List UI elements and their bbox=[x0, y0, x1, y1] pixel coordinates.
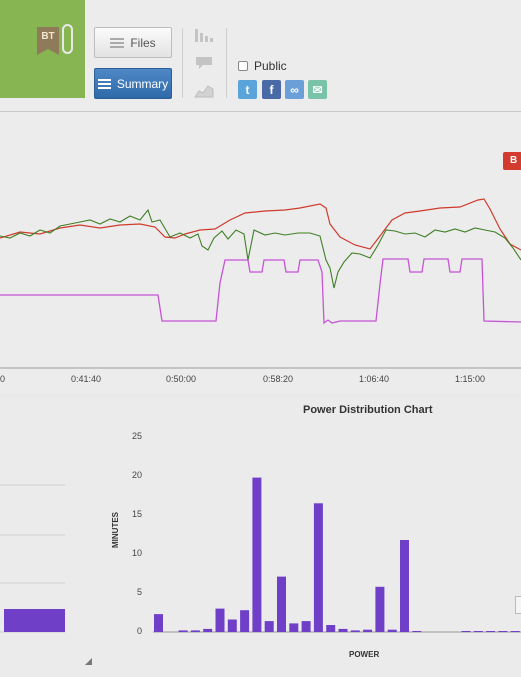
facebook-icon[interactable]: f bbox=[262, 80, 281, 99]
public-toggle[interactable]: Public bbox=[238, 59, 287, 73]
distribution-bar[interactable] bbox=[363, 629, 373, 632]
x-tick: 0:41:40 bbox=[71, 374, 102, 384]
distribution-bar[interactable] bbox=[203, 628, 213, 632]
area-chart-icon[interactable] bbox=[194, 82, 214, 98]
bottom-panel bbox=[0, 396, 521, 677]
marker-tag[interactable]: B bbox=[503, 152, 521, 170]
y-tick: 20 bbox=[131, 470, 142, 480]
summary-button[interactable]: Summary bbox=[94, 68, 172, 99]
timeline-plot bbox=[0, 198, 521, 369]
public-checkbox[interactable] bbox=[238, 61, 248, 71]
files-label: Files bbox=[130, 35, 156, 50]
distribution-bar[interactable] bbox=[498, 631, 508, 632]
x-tick: 1:15:00 bbox=[455, 374, 486, 384]
y-tick: 25 bbox=[131, 431, 142, 441]
distribution-bar[interactable] bbox=[289, 623, 299, 632]
list-icon bbox=[97, 78, 111, 89]
timeline-chart[interactable] bbox=[0, 112, 521, 394]
toolbar-divider bbox=[226, 28, 227, 98]
distribution-bar[interactable] bbox=[400, 540, 409, 632]
distribution-bar[interactable] bbox=[473, 631, 483, 632]
distribution-bar[interactable] bbox=[387, 629, 397, 632]
paperclip-icon bbox=[62, 24, 73, 54]
distribution-bar[interactable] bbox=[486, 631, 496, 632]
activity-card[interactable]: BT bbox=[0, 0, 85, 98]
summary-label: Summary bbox=[116, 76, 169, 91]
distribution-bar[interactable] bbox=[313, 503, 323, 632]
distribution-chart-title: Power Distribution Chart bbox=[303, 404, 433, 416]
distribution-bar[interactable] bbox=[510, 631, 520, 632]
y-tick: 15 bbox=[131, 509, 142, 519]
distribution-bar[interactable] bbox=[412, 631, 422, 632]
y-tick: 0 bbox=[136, 626, 142, 636]
y-axis-label: MINUTES bbox=[111, 512, 120, 548]
distribution-bar[interactable] bbox=[190, 630, 200, 632]
series-red-line bbox=[0, 198, 521, 251]
comment-icon[interactable] bbox=[194, 55, 214, 71]
files-button[interactable]: Files bbox=[94, 27, 172, 58]
distribution-bar[interactable] bbox=[240, 610, 250, 632]
distribution-bar[interactable] bbox=[154, 614, 163, 632]
x-tick: 0:50:00 bbox=[166, 374, 197, 384]
y-tick: 5 bbox=[136, 587, 142, 597]
distribution-bar[interactable] bbox=[301, 621, 311, 632]
distribution-bar[interactable] bbox=[375, 586, 385, 632]
bottom-charts bbox=[0, 477, 521, 633]
distribution-bar[interactable] bbox=[252, 477, 262, 632]
distribution-bar[interactable] bbox=[227, 619, 237, 633]
distribution-bar[interactable] bbox=[264, 621, 274, 632]
series-green-line bbox=[0, 208, 521, 289]
x-tick: 0:58:20 bbox=[263, 374, 294, 384]
link-icon[interactable]: ∞ bbox=[285, 80, 304, 99]
left-chart-bar bbox=[4, 609, 65, 632]
toolbar: BT Files Summary Public t f ∞ ✉ bbox=[0, 0, 521, 112]
toolbar-divider bbox=[182, 28, 183, 98]
files-icon bbox=[110, 37, 125, 48]
public-label: Public bbox=[254, 59, 287, 73]
y-tick: 10 bbox=[131, 548, 142, 558]
distribution-bar[interactable] bbox=[338, 628, 348, 632]
x-axis-label: POWER bbox=[349, 650, 380, 659]
distribution-bar[interactable] bbox=[326, 625, 336, 632]
series-magenta-line bbox=[0, 258, 521, 325]
bt-badge: BT bbox=[37, 27, 59, 55]
panel-edge-control[interactable] bbox=[515, 596, 521, 614]
distribution-bar[interactable] bbox=[178, 630, 188, 632]
distribution-bar[interactable] bbox=[277, 576, 286, 632]
left-chart bbox=[0, 484, 65, 633]
distribution-bars bbox=[154, 477, 520, 633]
distribution-bar[interactable] bbox=[215, 608, 225, 632]
distribution-bar[interactable] bbox=[461, 631, 471, 632]
distribution-bar[interactable] bbox=[350, 630, 360, 632]
x-tick: 0 bbox=[0, 374, 6, 384]
x-tick: 1:06:40 bbox=[359, 374, 390, 384]
email-icon[interactable]: ✉ bbox=[308, 80, 327, 99]
twitter-icon[interactable]: t bbox=[238, 80, 257, 99]
resize-handle[interactable] bbox=[85, 658, 92, 665]
bar-chart-icon[interactable] bbox=[194, 27, 214, 43]
